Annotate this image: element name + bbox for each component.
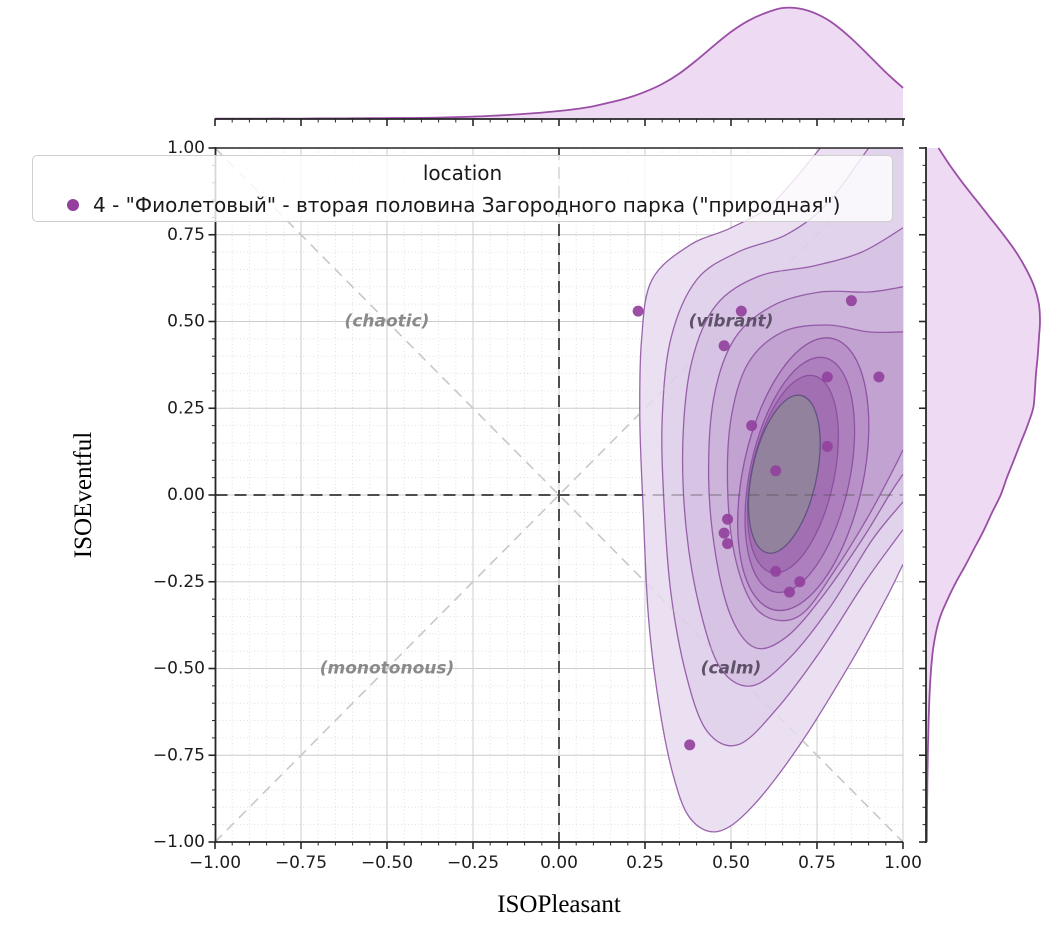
data-point (821, 440, 833, 452)
quadrant-label: (calm) (701, 659, 762, 679)
right-marginal-kde (919, 147, 1041, 843)
data-point (783, 586, 795, 598)
quadrant-label: (chaotic) (345, 312, 430, 332)
data-point (821, 371, 833, 383)
data-point (746, 420, 758, 432)
scatter-points (632, 295, 885, 751)
data-point (794, 576, 806, 588)
x-tick-label: 1.00 (884, 853, 922, 873)
y-tick-label: 0.25 (167, 398, 205, 418)
legend-marker-dot-icon (67, 199, 79, 211)
quadrant-label: (vibrant) (689, 312, 774, 332)
data-point (770, 565, 782, 577)
y-tick-label: 0.50 (167, 312, 205, 332)
y-tick-label: −1.00 (153, 832, 205, 852)
y-tick-label: 0.75 (167, 225, 205, 245)
data-point (845, 295, 857, 307)
dashed-guides-overlay (215, 148, 903, 842)
y-tick-label: −0.50 (153, 659, 205, 679)
data-point (770, 465, 782, 477)
top-marginal-kde (214, 6, 905, 126)
x-tick-label: 0.50 (712, 853, 750, 873)
x-axis-label: ISOPleasant (497, 891, 621, 918)
kde-contours (639, 148, 903, 833)
y-tick-label: −0.25 (153, 572, 205, 592)
quadrant-label: (monotonous) (320, 659, 455, 679)
data-point (718, 340, 730, 352)
data-point (873, 371, 885, 383)
legend: location 4 - "Фиолетовый" - вторая полов… (32, 155, 893, 222)
quadrant-labels: (chaotic) (vibrant) (monotonous) (calm) (320, 312, 774, 679)
y-axis-label: ISOEventful (70, 431, 97, 559)
y-tick-label: 1.00 (167, 138, 205, 158)
y-tick-label: −0.75 (153, 745, 205, 765)
data-point (718, 527, 730, 539)
x-tick-label: 0.75 (798, 853, 836, 873)
legend-title: location (422, 161, 503, 185)
data-point (722, 513, 734, 525)
x-tick-labels: −1.00 −0.75 −0.50 −0.25 0.00 0.25 0.50 0.75 1.00 (189, 853, 922, 873)
x-tick-label: 0.00 (540, 853, 578, 873)
diagonal-guides (214, 147, 904, 843)
data-point (684, 739, 696, 751)
x-tick-label: −0.50 (361, 853, 413, 873)
x-tick-label: −0.25 (447, 853, 499, 873)
y-tick-labels: −1.00 −0.75 −0.50 −0.25 0.00 0.25 0.50 0.75 1.00 (153, 138, 205, 852)
x-tick-label: 0.25 (626, 853, 664, 873)
data-point (722, 538, 734, 550)
y-tick-label: 0.00 (167, 485, 205, 505)
legend-entry-label: 4 - "Фиолетовый" - вторая половина Загор… (93, 193, 841, 217)
data-point (735, 305, 747, 317)
x-tick-label: −1.00 (189, 853, 241, 873)
legend-entry: 4 - "Фиолетовый" - вторая половина Загор… (33, 192, 892, 218)
x-tick-label: −0.75 (275, 853, 327, 873)
data-point (632, 305, 644, 317)
axis-ticks (208, 147, 904, 849)
